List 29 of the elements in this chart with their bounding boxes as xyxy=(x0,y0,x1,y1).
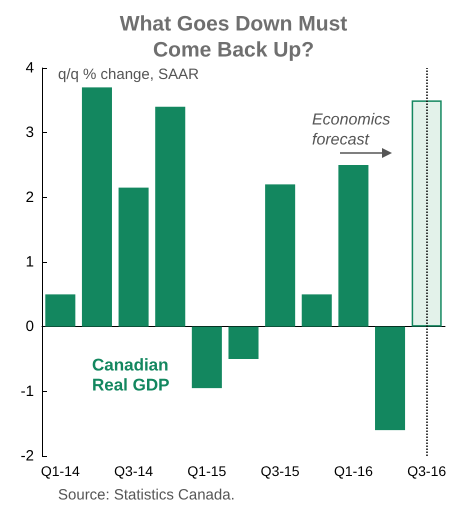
y-tick-label: -2 xyxy=(20,448,34,464)
bar xyxy=(265,184,296,327)
annotation: Economics forecast xyxy=(312,112,390,148)
bar xyxy=(302,294,332,327)
bar xyxy=(45,294,76,327)
y-tick-label: 3 xyxy=(26,124,34,142)
bar xyxy=(375,326,406,430)
y-axis-title: q/q % change, SAAR xyxy=(58,66,200,83)
bar xyxy=(412,100,442,327)
bar xyxy=(228,326,259,359)
x-tick-label: Q3-14 xyxy=(114,463,154,479)
y-tick-label: 0 xyxy=(26,318,34,336)
y-tick-label: 2 xyxy=(26,188,34,206)
x-tick-label: Q1-15 xyxy=(187,463,227,479)
chart-title: What Goes Down Must Come Back Up? xyxy=(120,12,348,62)
y-tick-label: 1 xyxy=(26,254,34,270)
y-tick-label: 4 xyxy=(26,60,34,76)
x-tick-label: Q3-16 xyxy=(407,463,446,479)
x-tick-label: Q1-16 xyxy=(334,463,374,479)
source-note: Source: Statistics Canada. xyxy=(58,486,235,504)
bar xyxy=(82,87,112,327)
bar xyxy=(118,188,149,327)
annotation: Canadian Real GDP xyxy=(92,356,170,394)
bar xyxy=(155,106,186,327)
x-tick-label: Q3-15 xyxy=(260,463,300,479)
bar xyxy=(192,326,222,388)
bar xyxy=(338,165,368,327)
x-tick-label: Q1-14 xyxy=(40,463,80,479)
y-tick-label: -1 xyxy=(20,382,34,400)
